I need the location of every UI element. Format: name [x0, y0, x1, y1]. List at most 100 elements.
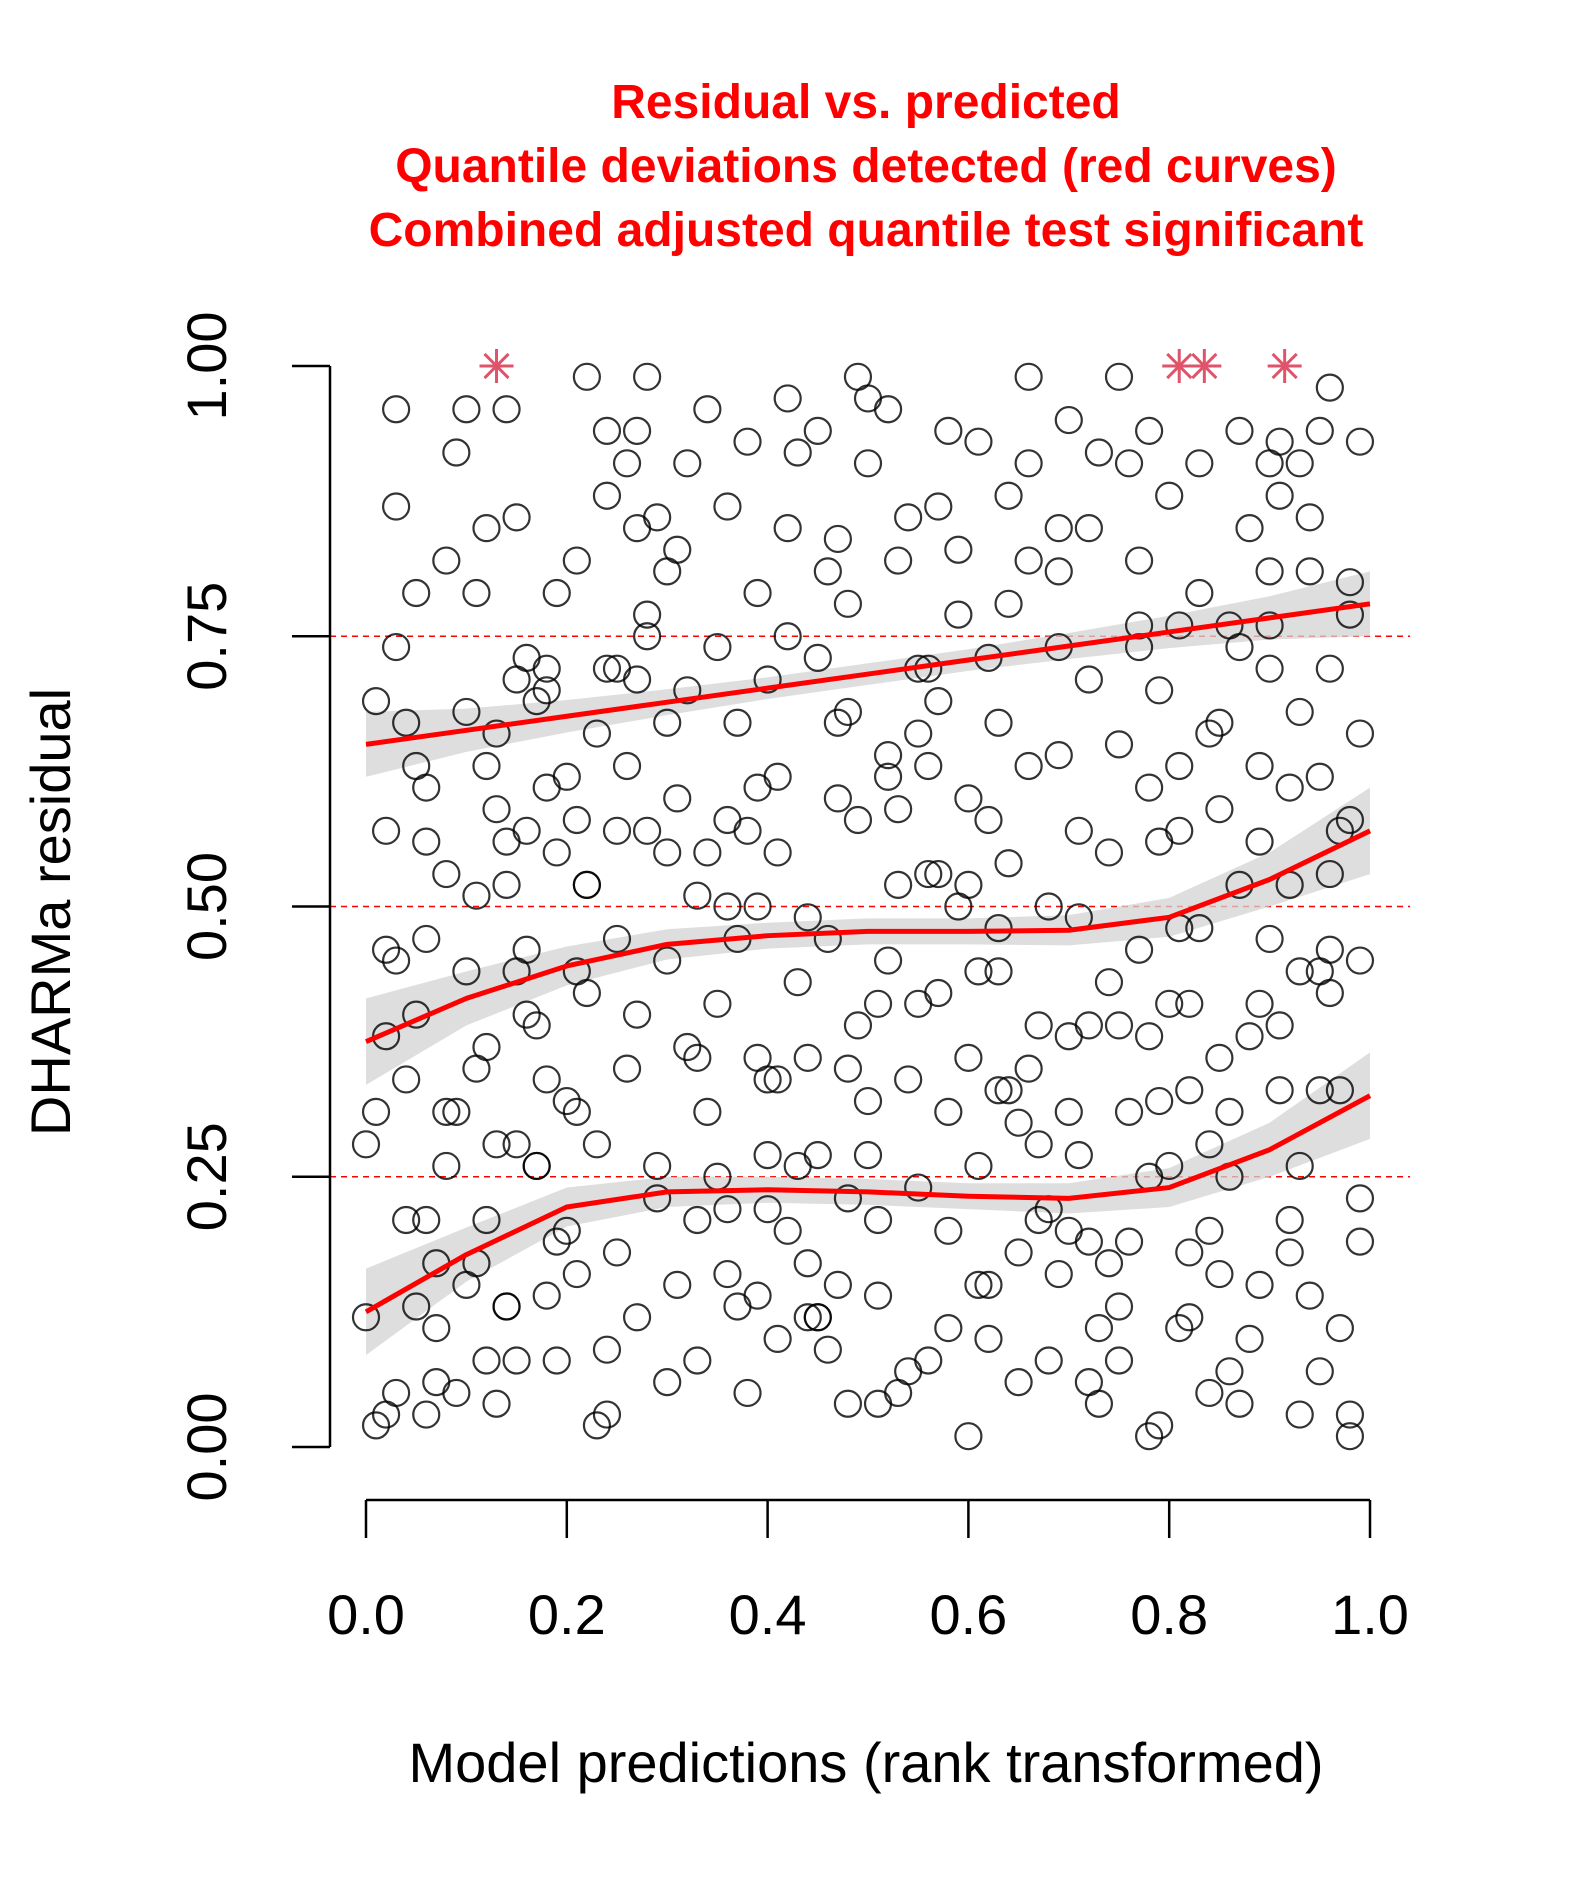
data-point [622, 665, 652, 694]
data-point [763, 1065, 792, 1094]
data-point [743, 773, 772, 802]
data-point [974, 805, 1003, 835]
data-point [432, 1151, 461, 1181]
data-point [1335, 568, 1365, 597]
data-point [1225, 416, 1254, 445]
data-point [1135, 1022, 1164, 1051]
data-point [1195, 1378, 1224, 1408]
data-point [1054, 405, 1083, 435]
data-point [1155, 1151, 1184, 1181]
data-point [994, 481, 1023, 510]
data-point [1335, 600, 1365, 629]
data-point [602, 924, 632, 954]
data-point [1285, 697, 1314, 727]
data-point [462, 881, 491, 910]
data-point [592, 416, 622, 445]
data-point [472, 1205, 501, 1235]
data-point [643, 1184, 672, 1213]
data-point [1305, 1357, 1334, 1386]
data-point [1275, 1205, 1304, 1235]
data-point [1034, 1346, 1063, 1375]
data-point [1094, 838, 1124, 867]
data-point [723, 708, 752, 737]
data-point [894, 503, 923, 532]
x-tick-label: 0.0 [327, 1583, 405, 1646]
data-point [803, 416, 832, 445]
data-point [783, 968, 812, 997]
data-point [833, 1389, 863, 1418]
data-point [1074, 1011, 1103, 1040]
y-tick-label: 0.25 [175, 1122, 238, 1231]
data-point [914, 751, 943, 781]
reference-lines [330, 635, 1410, 1178]
data-point [1335, 1400, 1365, 1429]
data-point [964, 427, 993, 456]
data-point [1165, 816, 1194, 845]
data-point [904, 1173, 933, 1202]
data-point [964, 957, 993, 986]
data-point [1195, 1216, 1224, 1245]
data-point [552, 1216, 581, 1245]
data-point [873, 762, 903, 791]
data-point [592, 481, 622, 510]
data-point [743, 1043, 772, 1072]
data-point [863, 989, 893, 1018]
data-point [934, 416, 963, 445]
data-point [823, 708, 852, 737]
data-point [733, 1378, 762, 1408]
data-point [1074, 1368, 1103, 1397]
title-line-3: Combined adjusted quantile test signific… [369, 204, 1364, 257]
data-point [1215, 1097, 1244, 1126]
data-point [402, 1292, 431, 1321]
data-point [1305, 762, 1334, 791]
y-axis: 0.00 0.25 0.50 0.75 1.00 [175, 312, 332, 1502]
data-point [1135, 1422, 1164, 1451]
data-point [512, 643, 541, 672]
data-point [1255, 654, 1284, 683]
data-point [1145, 1086, 1174, 1116]
data-point [843, 805, 873, 835]
data-point [1054, 1216, 1083, 1245]
data-point [472, 751, 501, 781]
data-point [743, 578, 772, 608]
data-point [944, 535, 973, 564]
data-point [602, 816, 632, 845]
data-point [753, 1141, 782, 1170]
data-point [683, 1205, 712, 1235]
data-point [452, 957, 481, 986]
data-point [1185, 914, 1214, 943]
data-point [1275, 773, 1304, 802]
data-point [1074, 1227, 1103, 1256]
data-point [863, 1389, 893, 1418]
data-point [713, 1195, 742, 1224]
data-point [713, 892, 742, 921]
data-point [452, 395, 481, 424]
data-point [974, 1324, 1003, 1354]
data-point [813, 557, 842, 586]
data-point [1315, 373, 1344, 402]
data-point [1235, 1324, 1264, 1354]
data-point [964, 1151, 993, 1181]
data-point [753, 1195, 782, 1224]
data-point [1165, 611, 1194, 640]
data-point [542, 578, 571, 608]
data-point [512, 1000, 541, 1029]
data-point [1084, 438, 1114, 467]
x-axis: 0.0 0.2 0.4 0.6 0.8 1.0 [327, 1498, 1409, 1646]
outlier-marker [1187, 349, 1222, 383]
data-point [934, 1097, 963, 1126]
outlier-markers [479, 349, 1302, 383]
data-point [412, 1400, 441, 1429]
data-point [1285, 449, 1314, 478]
data-point [532, 1065, 561, 1094]
data-point [1014, 449, 1043, 478]
data-point [562, 1259, 591, 1289]
data-point [1325, 1313, 1354, 1343]
data-point [1215, 1357, 1244, 1386]
data-point [522, 1151, 551, 1181]
data-point [1265, 1011, 1294, 1040]
data-point [432, 1097, 461, 1126]
data-point [994, 1076, 1023, 1105]
data-point [773, 514, 802, 543]
